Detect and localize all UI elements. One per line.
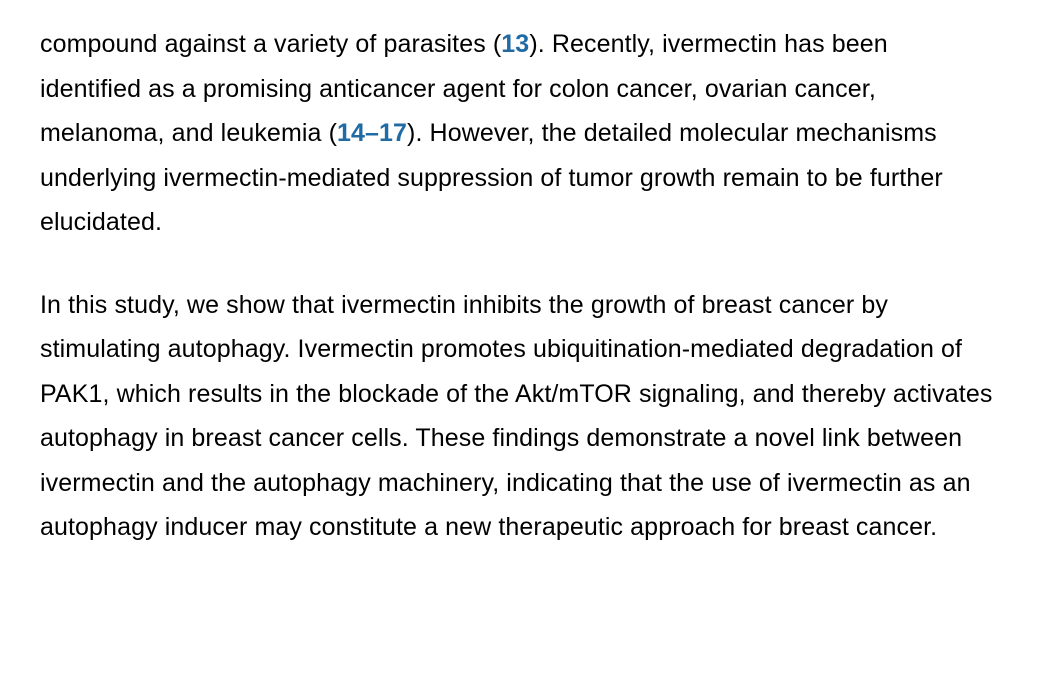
citation-14-17[interactable]: 14–17 xyxy=(337,119,407,147)
citation-13[interactable]: 13 xyxy=(501,30,529,58)
text-run: compound against a variety of parasites … xyxy=(40,30,501,58)
paragraph-1: compound against a variety of parasites … xyxy=(40,22,995,245)
document-body: compound against a variety of parasites … xyxy=(0,0,1037,572)
paragraph-2: In this study, we show that ivermectin i… xyxy=(40,283,995,550)
text-run: In this study, we show that ivermectin i… xyxy=(40,291,992,542)
